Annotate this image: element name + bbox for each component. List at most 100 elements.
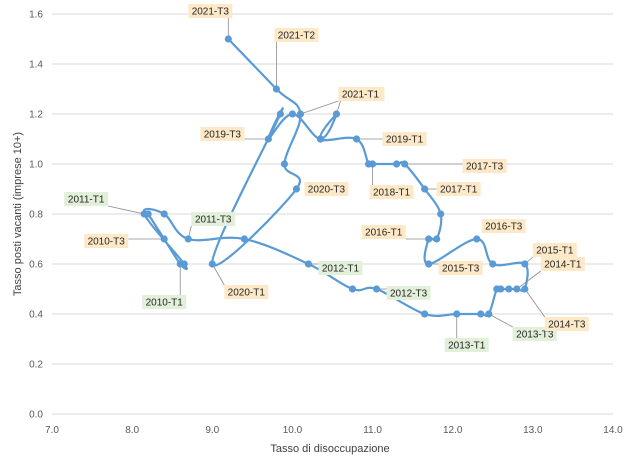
data-label: 2010-T1 — [142, 295, 187, 309]
data-label-text: 2021-T3 — [192, 7, 230, 18]
y-tick-label: 0.2 — [29, 360, 43, 371]
data-label-text: 2012-T3 — [390, 289, 428, 300]
x-tick-label: 10.0 — [283, 425, 303, 436]
data-point — [280, 160, 289, 168]
data-point — [393, 160, 401, 168]
data-markers — [140, 35, 529, 318]
data-label-box — [274, 28, 319, 42]
data-label-text: 2015-T1 — [536, 246, 574, 257]
data-label: 2010-T3 — [84, 234, 129, 248]
data-point — [364, 160, 373, 168]
data-label: 2019-T1 — [382, 132, 427, 146]
data-label-text: 2019-T3 — [204, 130, 242, 141]
data-point — [521, 285, 529, 293]
data-label-text: 2011-T3 — [195, 215, 232, 226]
data-label-box — [84, 234, 129, 248]
data-label: 2021-T2 — [274, 28, 319, 42]
data-label-text: 2010-T1 — [146, 298, 184, 309]
gridlines — [52, 13, 613, 415]
data-label-text: 2017-T3 — [466, 162, 504, 173]
data-point — [421, 310, 429, 318]
data-label-box — [540, 257, 585, 271]
data-label: 2016-T3 — [481, 219, 526, 233]
data-label-text: 2020-T1 — [228, 288, 266, 299]
x-tick-label: 14.0 — [603, 425, 623, 436]
data-label: 2014-T1 — [540, 257, 585, 271]
label-leader-line — [211, 263, 225, 286]
data-label-box — [361, 225, 406, 239]
data-label-box — [338, 87, 383, 101]
data-label-text: 2015-T3 — [442, 264, 480, 275]
data-label: 2018-T1 — [369, 185, 414, 199]
data-label: 2014-T3 — [544, 317, 589, 331]
data-point — [292, 185, 301, 193]
data-label-text: 2014-T3 — [548, 320, 586, 331]
data-point — [240, 235, 248, 243]
data-label-box — [462, 159, 507, 173]
data-point — [425, 235, 433, 243]
label-leader-line — [108, 205, 145, 215]
data-label-box — [142, 295, 187, 309]
data-label-text: 2019-T1 — [386, 135, 424, 146]
data-label: 2012-T1 — [318, 261, 363, 275]
data-point — [477, 310, 485, 318]
data-label-box — [369, 185, 414, 199]
data-point — [425, 260, 433, 268]
data-label-text: 2011-T1 — [68, 195, 105, 206]
data-label: 2017-T1 — [436, 182, 481, 196]
data-point — [304, 260, 313, 268]
x-axis-title: Tasso di disoccupazione — [270, 443, 389, 455]
data-label: 2011-T1 — [64, 192, 109, 206]
data-labels: 2010-T1 2010-T3 2011-T1 2011-T3 2012-T1 2012-… — [64, 4, 589, 352]
data-point — [453, 310, 461, 318]
label-leader-line — [300, 100, 339, 115]
data-label: 2019-T3 — [200, 127, 245, 141]
data-label-text: 2018-T1 — [373, 188, 411, 199]
data-point — [437, 210, 445, 218]
data-label-text: 2013-T3 — [516, 330, 554, 341]
data-label-box — [532, 243, 577, 257]
y-tick-label: 1.4 — [29, 60, 43, 71]
data-point — [264, 135, 272, 143]
data-label-box — [481, 219, 526, 233]
data-label: 2011-T3 — [191, 212, 236, 226]
data-point — [473, 235, 481, 243]
data-label-box — [200, 127, 245, 141]
data-label-box — [544, 317, 589, 331]
y-axis-ticks: 0.0 0.2 0.4 0.6 0.8 1.0 1.2 1.4 1.6 — [29, 10, 43, 421]
data-point — [348, 285, 357, 293]
y-axis-title: Tasso posti vacanti (imprese 10+) — [12, 132, 24, 296]
data-label-text: 2010-T3 — [88, 237, 126, 248]
y-tick-label: 0.0 — [29, 410, 43, 421]
data-point — [160, 235, 168, 243]
data-label-text: 2021-T1 — [342, 90, 380, 101]
data-point — [505, 285, 513, 293]
data-label-box — [438, 261, 483, 275]
data-point — [296, 110, 305, 118]
data-point — [224, 35, 232, 43]
data-point — [316, 135, 325, 143]
data-point — [160, 210, 168, 218]
x-tick-label: 12.0 — [443, 425, 463, 436]
x-tick-label: 8.0 — [125, 425, 139, 436]
data-point — [421, 185, 429, 193]
data-label-text: 2014-T1 — [544, 260, 582, 271]
data-label: 2016-T1 — [361, 225, 406, 239]
data-label-box — [386, 286, 431, 300]
data-point — [401, 160, 409, 168]
data-label: 2020-T3 — [304, 182, 349, 196]
data-point — [140, 210, 148, 218]
data-label: 2017-T3 — [462, 159, 507, 173]
data-label-text: 2021-T2 — [278, 31, 316, 42]
x-axis-ticks: 7.0 8.0 9.0 10.0 11.0 12.0 13.0 14.0 — [45, 425, 623, 436]
data-point — [208, 260, 216, 268]
data-point — [288, 110, 297, 118]
series-line — [142, 37, 529, 318]
data-point — [521, 260, 529, 268]
label-leader-lines — [108, 18, 546, 338]
data-label-box — [382, 132, 427, 146]
data-label-text: 2020-T3 — [308, 185, 346, 196]
data-label-box — [188, 4, 233, 18]
data-label: 2015-T3 — [438, 261, 483, 275]
